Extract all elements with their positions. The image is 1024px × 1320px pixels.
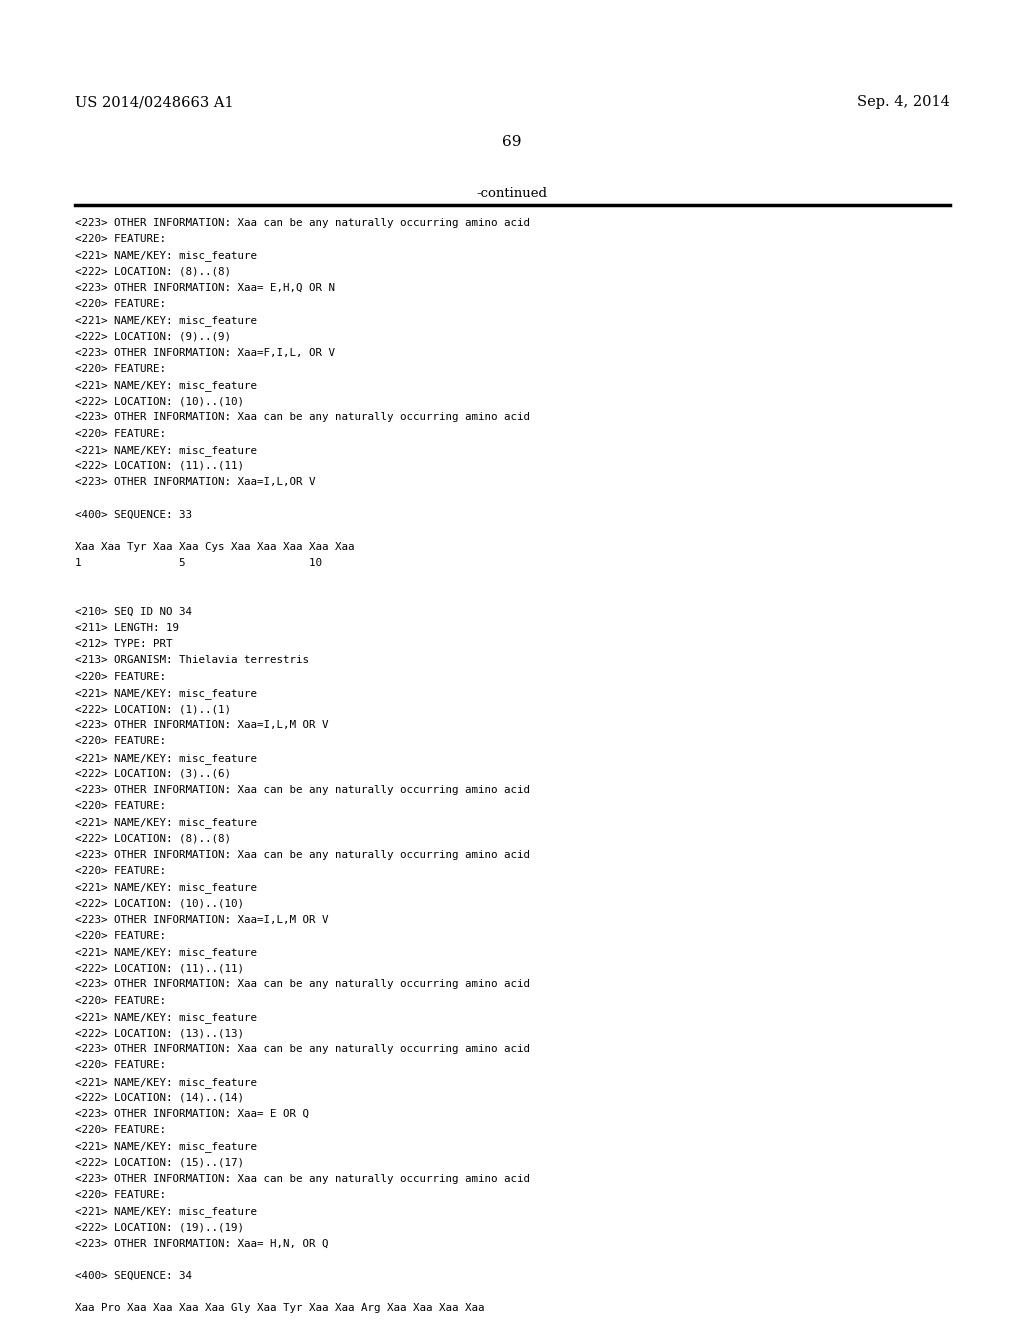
Text: <222> LOCATION: (19)..(19): <222> LOCATION: (19)..(19) (75, 1222, 244, 1233)
Text: <222> LOCATION: (9)..(9): <222> LOCATION: (9)..(9) (75, 331, 231, 342)
Text: <222> LOCATION: (15)..(17): <222> LOCATION: (15)..(17) (75, 1158, 244, 1168)
Text: <223> OTHER INFORMATION: Xaa can be any naturally occurring amino acid: <223> OTHER INFORMATION: Xaa can be any … (75, 1173, 530, 1184)
Text: <220> FEATURE:: <220> FEATURE: (75, 364, 166, 374)
Text: <222> LOCATION: (10)..(10): <222> LOCATION: (10)..(10) (75, 899, 244, 908)
Text: <223> OTHER INFORMATION: Xaa=F,I,L, OR V: <223> OTHER INFORMATION: Xaa=F,I,L, OR V (75, 347, 335, 358)
Text: <222> LOCATION: (11)..(11): <222> LOCATION: (11)..(11) (75, 964, 244, 973)
Text: <221> NAME/KEY: misc_feature: <221> NAME/KEY: misc_feature (75, 946, 257, 958)
Text: <223> OTHER INFORMATION: Xaa can be any naturally occurring amino acid: <223> OTHER INFORMATION: Xaa can be any … (75, 850, 530, 859)
Text: <222> LOCATION: (8)..(8): <222> LOCATION: (8)..(8) (75, 834, 231, 843)
Text: <223> OTHER INFORMATION: Xaa can be any naturally occurring amino acid: <223> OTHER INFORMATION: Xaa can be any … (75, 979, 530, 990)
Text: <220> FEATURE:: <220> FEATURE: (75, 429, 166, 438)
Text: <221> NAME/KEY: misc_feature: <221> NAME/KEY: misc_feature (75, 882, 257, 894)
Text: <220> FEATURE:: <220> FEATURE: (75, 1125, 166, 1135)
Text: <400> SEQUENCE: 34: <400> SEQUENCE: 34 (75, 1271, 193, 1280)
Text: <223> OTHER INFORMATION: Xaa= E OR Q: <223> OTHER INFORMATION: Xaa= E OR Q (75, 1109, 309, 1119)
Text: US 2014/0248663 A1: US 2014/0248663 A1 (75, 95, 233, 110)
Text: Xaa Xaa Tyr Xaa Xaa Cys Xaa Xaa Xaa Xaa Xaa: Xaa Xaa Tyr Xaa Xaa Cys Xaa Xaa Xaa Xaa … (75, 543, 354, 552)
Text: <223> OTHER INFORMATION: Xaa=I,L,M OR V: <223> OTHER INFORMATION: Xaa=I,L,M OR V (75, 721, 329, 730)
Text: <221> NAME/KEY: misc_feature: <221> NAME/KEY: misc_feature (75, 1077, 257, 1088)
Text: <221> NAME/KEY: misc_feature: <221> NAME/KEY: misc_feature (75, 315, 257, 326)
Text: <220> FEATURE:: <220> FEATURE: (75, 866, 166, 876)
Text: Xaa Pro Xaa Xaa Xaa Xaa Gly Xaa Tyr Xaa Xaa Arg Xaa Xaa Xaa Xaa: Xaa Pro Xaa Xaa Xaa Xaa Gly Xaa Tyr Xaa … (75, 1303, 484, 1313)
Text: <400> SEQUENCE: 33: <400> SEQUENCE: 33 (75, 510, 193, 520)
Text: <223> OTHER INFORMATION: Xaa= H,N, OR Q: <223> OTHER INFORMATION: Xaa= H,N, OR Q (75, 1238, 329, 1249)
Text: <223> OTHER INFORMATION: Xaa can be any naturally occurring amino acid: <223> OTHER INFORMATION: Xaa can be any … (75, 785, 530, 795)
Text: <221> NAME/KEY: misc_feature: <221> NAME/KEY: misc_feature (75, 1142, 257, 1152)
Text: <220> FEATURE:: <220> FEATURE: (75, 1191, 166, 1200)
Text: <223> OTHER INFORMATION: Xaa=I,L,OR V: <223> OTHER INFORMATION: Xaa=I,L,OR V (75, 478, 315, 487)
Text: <223> OTHER INFORMATION: Xaa can be any naturally occurring amino acid: <223> OTHER INFORMATION: Xaa can be any … (75, 1044, 530, 1055)
Text: <221> NAME/KEY: misc_feature: <221> NAME/KEY: misc_feature (75, 445, 257, 455)
Text: <211> LENGTH: 19: <211> LENGTH: 19 (75, 623, 179, 634)
Text: <213> ORGANISM: Thielavia terrestris: <213> ORGANISM: Thielavia terrestris (75, 656, 309, 665)
Text: <222> LOCATION: (1)..(1): <222> LOCATION: (1)..(1) (75, 704, 231, 714)
Text: <220> FEATURE:: <220> FEATURE: (75, 801, 166, 812)
Text: <223> OTHER INFORMATION: Xaa=I,L,M OR V: <223> OTHER INFORMATION: Xaa=I,L,M OR V (75, 915, 329, 924)
Text: Sep. 4, 2014: Sep. 4, 2014 (857, 95, 950, 110)
Text: <221> NAME/KEY: misc_feature: <221> NAME/KEY: misc_feature (75, 817, 257, 829)
Text: <220> FEATURE:: <220> FEATURE: (75, 672, 166, 681)
Text: <221> NAME/KEY: misc_feature: <221> NAME/KEY: misc_feature (75, 688, 257, 698)
Text: <221> NAME/KEY: misc_feature: <221> NAME/KEY: misc_feature (75, 1206, 257, 1217)
Text: <221> NAME/KEY: misc_feature: <221> NAME/KEY: misc_feature (75, 752, 257, 763)
Text: <223> OTHER INFORMATION: Xaa= E,H,Q OR N: <223> OTHER INFORMATION: Xaa= E,H,Q OR N (75, 282, 335, 293)
Text: <220> FEATURE:: <220> FEATURE: (75, 234, 166, 244)
Text: <221> NAME/KEY: misc_feature: <221> NAME/KEY: misc_feature (75, 251, 257, 261)
Text: <210> SEQ ID NO 34: <210> SEQ ID NO 34 (75, 607, 193, 616)
Text: <221> NAME/KEY: misc_feature: <221> NAME/KEY: misc_feature (75, 380, 257, 391)
Text: <221> NAME/KEY: misc_feature: <221> NAME/KEY: misc_feature (75, 1012, 257, 1023)
Text: 69: 69 (502, 135, 522, 149)
Text: <222> LOCATION: (10)..(10): <222> LOCATION: (10)..(10) (75, 396, 244, 407)
Text: <220> FEATURE:: <220> FEATURE: (75, 995, 166, 1006)
Text: <212> TYPE: PRT: <212> TYPE: PRT (75, 639, 172, 649)
Text: <222> LOCATION: (8)..(8): <222> LOCATION: (8)..(8) (75, 267, 231, 277)
Text: <220> FEATURE:: <220> FEATURE: (75, 1060, 166, 1071)
Text: <222> LOCATION: (3)..(6): <222> LOCATION: (3)..(6) (75, 768, 231, 779)
Text: 1               5                   10: 1 5 10 (75, 558, 322, 568)
Text: -continued: -continued (476, 187, 548, 201)
Text: <222> LOCATION: (14)..(14): <222> LOCATION: (14)..(14) (75, 1093, 244, 1102)
Text: <220> FEATURE:: <220> FEATURE: (75, 300, 166, 309)
Text: <220> FEATURE:: <220> FEATURE: (75, 737, 166, 746)
Text: <223> OTHER INFORMATION: Xaa can be any naturally occurring amino acid: <223> OTHER INFORMATION: Xaa can be any … (75, 412, 530, 422)
Text: <222> LOCATION: (13)..(13): <222> LOCATION: (13)..(13) (75, 1028, 244, 1038)
Text: <223> OTHER INFORMATION: Xaa can be any naturally occurring amino acid: <223> OTHER INFORMATION: Xaa can be any … (75, 218, 530, 228)
Text: <222> LOCATION: (11)..(11): <222> LOCATION: (11)..(11) (75, 461, 244, 471)
Text: <220> FEATURE:: <220> FEATURE: (75, 931, 166, 941)
